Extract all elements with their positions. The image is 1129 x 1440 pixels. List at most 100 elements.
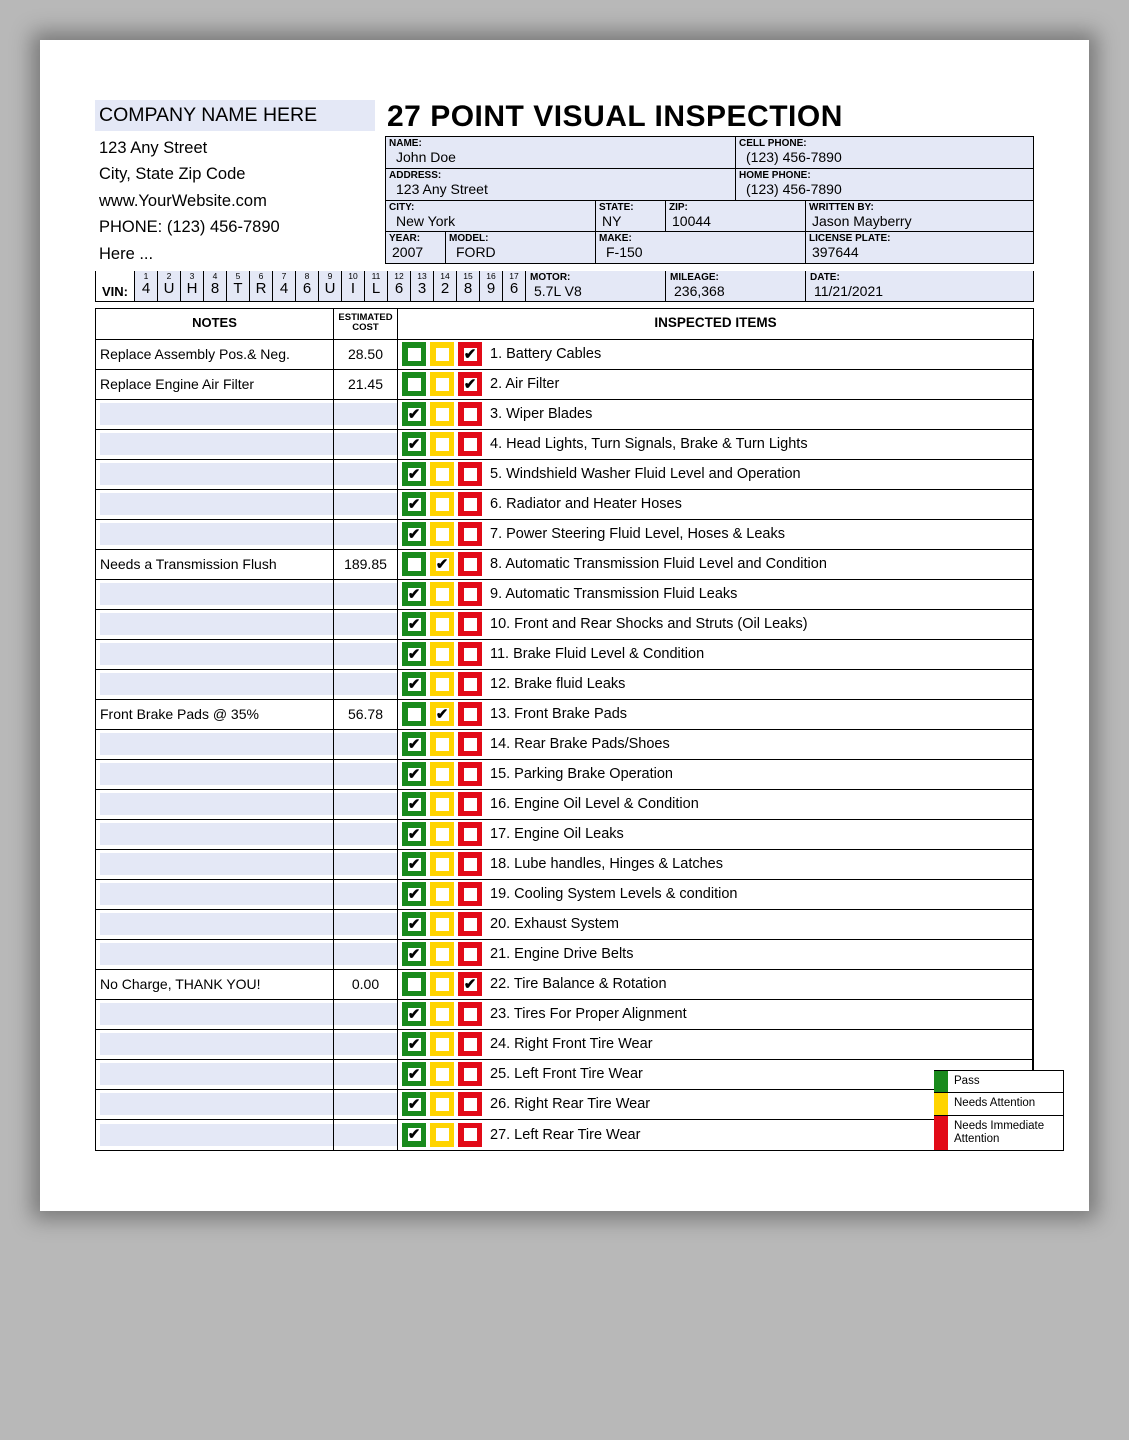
note-cell [96,610,334,639]
check-green[interactable]: ✔ [402,402,426,426]
check-red[interactable] [458,672,482,696]
check-red[interactable] [458,582,482,606]
check-green[interactable]: ✔ [402,432,426,456]
home-label: HOME PHONE: [736,169,1033,181]
check-red[interactable] [458,432,482,456]
note-cell [96,790,334,819]
check-yellow[interactable] [430,612,454,636]
check-yellow[interactable] [430,462,454,486]
check-red[interactable] [458,942,482,966]
legend-needs: Needs Attention [948,1093,1063,1114]
check-red[interactable] [458,822,482,846]
check-green[interactable] [402,552,426,576]
check-yellow[interactable] [430,822,454,846]
check-green[interactable]: ✔ [402,1123,426,1147]
check-yellow[interactable] [430,912,454,936]
check-green[interactable]: ✔ [402,762,426,786]
check-yellow[interactable] [430,642,454,666]
check-green[interactable]: ✔ [402,582,426,606]
check-green[interactable]: ✔ [402,462,426,486]
note-empty [100,1124,333,1146]
check-yellow[interactable] [430,402,454,426]
check-green[interactable]: ✔ [402,1032,426,1056]
check-red[interactable] [458,612,482,636]
check-yellow[interactable] [430,522,454,546]
check-yellow[interactable] [430,372,454,396]
check-yellow[interactable] [430,1032,454,1056]
item-label: 19. Cooling System Levels & condition [486,886,737,902]
checks-cell: ✔ 4. Head Lights, Turn Signals, Brake & … [398,430,1033,459]
check-red[interactable]: ✔ [458,342,482,366]
check-green[interactable]: ✔ [402,822,426,846]
check-yellow[interactable] [430,432,454,456]
check-red[interactable] [458,1002,482,1026]
table-row: Replace Assembly Pos.& Neg. 28.50 ✔ 1. B… [96,340,1033,370]
table-row: ✔ 10. Front and Rear Shocks and Struts (… [96,610,1033,640]
check-yellow[interactable]: ✔ [430,702,454,726]
check-yellow[interactable] [430,792,454,816]
cost-empty [334,643,397,665]
item-label: 16. Engine Oil Level & Condition [486,796,699,812]
check-green[interactable] [402,972,426,996]
checks-cell: ✔ 1. Battery Cables [398,340,1033,369]
check-red[interactable] [458,852,482,876]
page-title: 27 POINT VISUAL INSPECTION [385,100,1034,134]
check-green[interactable]: ✔ [402,522,426,546]
check-yellow[interactable] [430,852,454,876]
check-yellow[interactable]: ✔ [430,552,454,576]
check-green[interactable]: ✔ [402,732,426,756]
check-green[interactable]: ✔ [402,882,426,906]
check-red[interactable] [458,402,482,426]
check-red[interactable]: ✔ [458,372,482,396]
item-label: 11. Brake Fluid Level & Condition [486,646,704,662]
check-green[interactable] [402,372,426,396]
check-red[interactable] [458,492,482,516]
check-yellow[interactable] [430,1123,454,1147]
check-red[interactable] [458,552,482,576]
check-red[interactable] [458,1032,482,1056]
check-red[interactable] [458,1123,482,1147]
check-yellow[interactable] [430,972,454,996]
check-green[interactable]: ✔ [402,672,426,696]
check-green[interactable]: ✔ [402,642,426,666]
check-yellow[interactable] [430,1062,454,1086]
check-yellow[interactable] [430,1092,454,1116]
check-red[interactable] [458,522,482,546]
check-green[interactable]: ✔ [402,1092,426,1116]
check-green[interactable]: ✔ [402,942,426,966]
check-red[interactable] [458,1062,482,1086]
check-red[interactable] [458,462,482,486]
check-yellow[interactable] [430,492,454,516]
check-red[interactable] [458,792,482,816]
check-green[interactable]: ✔ [402,492,426,516]
check-red[interactable] [458,882,482,906]
check-red[interactable] [458,702,482,726]
check-red[interactable] [458,732,482,756]
check-green[interactable] [402,702,426,726]
checks-cell: ✔ 11. Brake Fluid Level & Condition [398,640,1033,669]
check-green[interactable]: ✔ [402,912,426,936]
check-yellow[interactable] [430,582,454,606]
check-red[interactable] [458,912,482,936]
check-red[interactable] [458,642,482,666]
year-value: 2007 [386,244,445,263]
check-yellow[interactable] [430,342,454,366]
check-yellow[interactable] [430,672,454,696]
state-value: NY [596,213,665,232]
table-row: Needs a Transmission Flush 189.85 ✔ 8. A… [96,550,1033,580]
check-red[interactable]: ✔ [458,972,482,996]
check-green[interactable]: ✔ [402,1002,426,1026]
check-green[interactable]: ✔ [402,612,426,636]
table-row: ✔ 15. Parking Brake Operation [96,760,1033,790]
check-green[interactable]: ✔ [402,1062,426,1086]
check-green[interactable] [402,342,426,366]
check-green[interactable]: ✔ [402,792,426,816]
check-green[interactable]: ✔ [402,852,426,876]
check-yellow[interactable] [430,1002,454,1026]
check-red[interactable] [458,762,482,786]
check-yellow[interactable] [430,762,454,786]
check-red[interactable] [458,1092,482,1116]
check-yellow[interactable] [430,942,454,966]
check-yellow[interactable] [430,882,454,906]
check-yellow[interactable] [430,732,454,756]
